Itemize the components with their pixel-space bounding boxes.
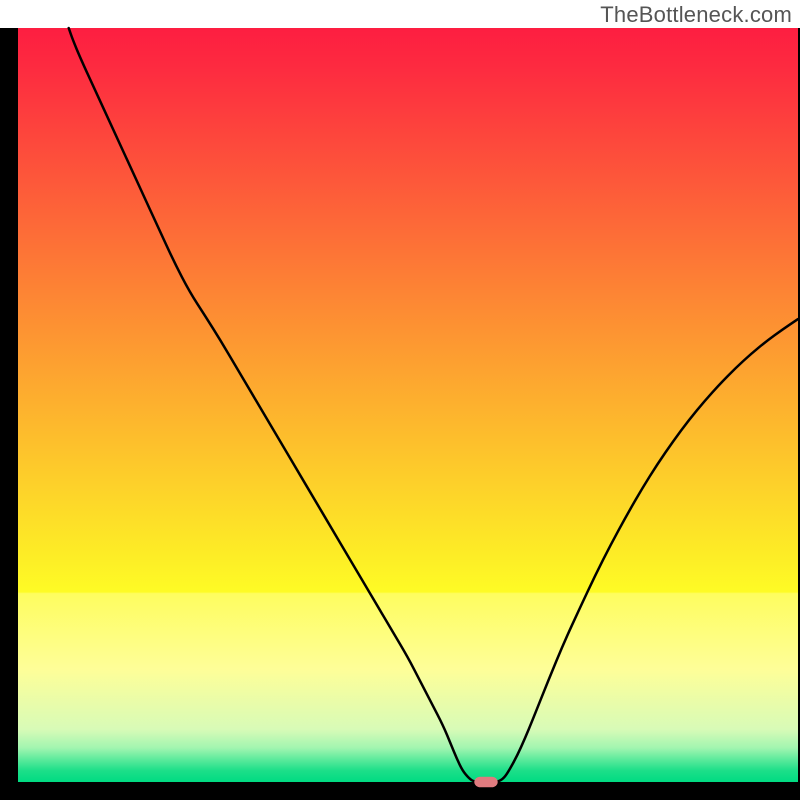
bottleneck-chart [0, 0, 800, 800]
watermark-text: TheBottleneck.com [600, 2, 792, 28]
chart-container: TheBottleneck.com [0, 0, 800, 800]
optimal-marker [474, 777, 497, 788]
